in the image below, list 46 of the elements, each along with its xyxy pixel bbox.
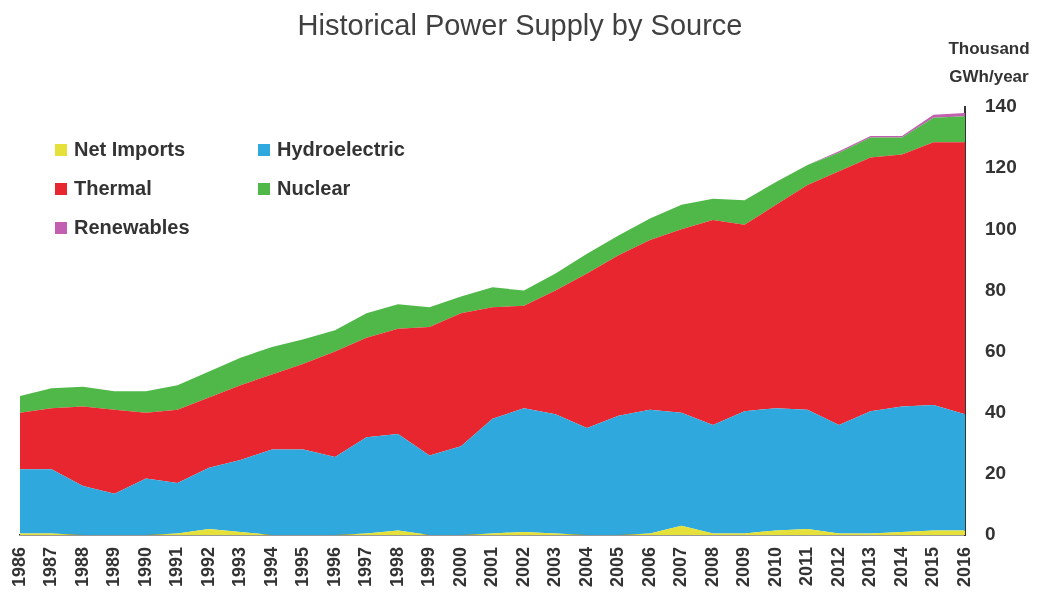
y-axis-title: Thousand GWh/year — [948, 38, 1030, 86]
x-tick-label: 1996 — [323, 547, 344, 588]
y-tick-label: 100 — [985, 217, 1017, 239]
y-tick-label: 60 — [985, 339, 1007, 361]
chart-title: Historical Power Supply by Source — [297, 9, 743, 41]
x-tick-label: 1992 — [197, 547, 218, 588]
legend-label: Renewables — [74, 216, 190, 239]
x-tick-label: 1991 — [166, 547, 187, 588]
legend-label: Net Imports — [74, 138, 186, 161]
x-tick-label: 1993 — [229, 547, 250, 588]
y-tick-label: 0 — [985, 523, 996, 545]
y-tick-label: 120 — [985, 156, 1017, 178]
y-tick-label: 80 — [985, 278, 1007, 300]
x-tick-label: 1999 — [418, 547, 439, 588]
x-tick-label: 2003 — [544, 547, 565, 588]
x-tick-label: 1998 — [386, 547, 407, 588]
x-tick-label: 2008 — [701, 547, 722, 588]
x-tick-label: 1987 — [40, 547, 61, 588]
x-tick-label: 2016 — [953, 547, 974, 588]
y-tick-label: 140 — [985, 95, 1017, 117]
x-tick-label: 2004 — [575, 547, 596, 588]
x-tick-label: 2006 — [638, 547, 659, 588]
y-tick-label: 20 — [985, 462, 1007, 484]
y-tick-label: 40 — [985, 400, 1007, 422]
x-tick-label: 1997 — [355, 547, 376, 588]
x-tick-label: 1988 — [71, 547, 92, 588]
x-tick-label: 2014 — [890, 547, 911, 588]
x-tick-label: 1990 — [134, 547, 155, 588]
x-tick-label: 1986 — [8, 547, 29, 588]
x-tick-label: 2007 — [670, 547, 691, 588]
x-tick-label: 1989 — [103, 547, 124, 588]
x-tick-label: 2000 — [449, 547, 470, 588]
x-tick-label: 2010 — [764, 547, 785, 588]
x-tick-label: 2011 — [796, 547, 817, 587]
x-tick-label: 2012 — [827, 547, 848, 588]
x-tick-label: 1995 — [292, 547, 313, 588]
x-tick-label: 2001 — [481, 547, 502, 588]
legend-label: Hydroelectric — [277, 138, 405, 161]
legend-label: Thermal — [74, 177, 152, 200]
x-tick-label: 2015 — [922, 547, 943, 588]
x-tick-label: 2002 — [512, 547, 533, 588]
x-tick-label: 1994 — [260, 547, 281, 588]
x-tick-label: 2009 — [733, 547, 754, 588]
legend-label: Nuclear — [277, 177, 351, 200]
x-tick-label: 2005 — [607, 547, 628, 588]
x-tick-label: 2013 — [859, 547, 880, 588]
